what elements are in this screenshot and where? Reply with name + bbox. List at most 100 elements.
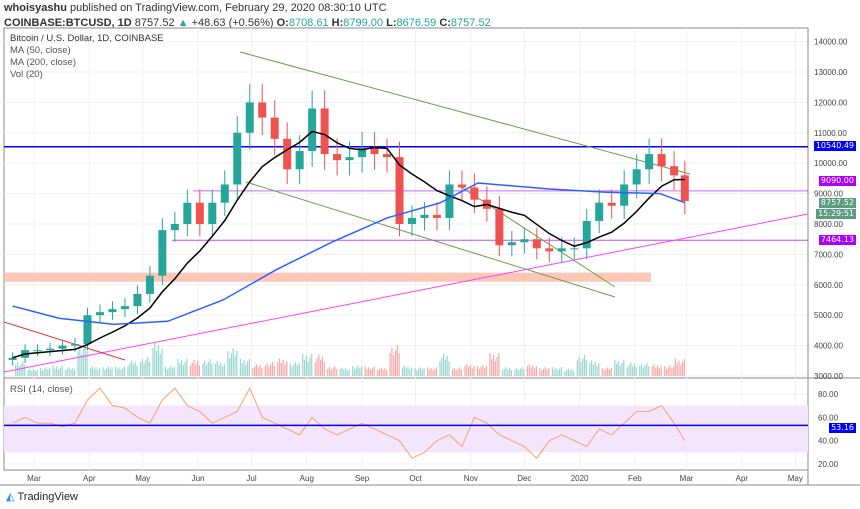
volume-bar [271, 361, 274, 376]
candle-body [71, 344, 80, 346]
legend-ma50[interactable]: MA (50, close) [10, 45, 71, 56]
candle-body [258, 102, 267, 118]
candle-body [680, 175, 689, 201]
volume-bar [182, 364, 184, 376]
volume-bar [430, 368, 432, 376]
volume-bar [309, 357, 311, 376]
volume-bar [632, 366, 634, 376]
rsi-tick-label: 80.00 [818, 390, 839, 399]
volume-bar [503, 368, 505, 376]
volume-bar [81, 354, 83, 376]
brand-name: TradingView [17, 490, 79, 503]
candle-body [83, 315, 92, 345]
volume-bar [221, 366, 224, 376]
volume-bar [660, 366, 662, 376]
lower-trendline [245, 181, 616, 298]
candle-body [557, 248, 566, 252]
volume-bar [573, 371, 575, 376]
volume-bar [314, 362, 316, 376]
volume-bar [480, 366, 482, 376]
low-label: L: [386, 17, 397, 29]
candle-body [295, 151, 304, 170]
rsi-tick-label: 20.00 [818, 460, 839, 469]
volume-bar [491, 359, 493, 376]
candle-body [320, 108, 329, 155]
high: 8799.00 [343, 17, 384, 29]
volume-bar [193, 359, 195, 376]
volume-bar [676, 363, 678, 376]
volume-bar [343, 369, 345, 376]
volume-bar [211, 363, 213, 376]
volume-bar [585, 360, 587, 376]
volume-bar [409, 369, 411, 376]
volume-bar [435, 367, 438, 376]
legend-rsi[interactable]: RSI (14, close) [10, 384, 73, 395]
volume-bar [47, 369, 49, 376]
volume-bar [667, 367, 669, 376]
rsi-line [12, 387, 686, 459]
volume-bar [419, 367, 422, 376]
volume-bar [534, 368, 536, 376]
volume-bar [143, 363, 145, 376]
volume-bar [444, 359, 447, 376]
volume-bar [170, 365, 172, 376]
volume-bar [628, 365, 630, 376]
volume-bar [336, 368, 338, 376]
volume-bar [368, 367, 370, 376]
volume-bar [157, 345, 159, 376]
volume-bar [114, 366, 117, 376]
candle-body [8, 357, 17, 360]
y-tick-label: 7000.00 [814, 250, 843, 259]
volume-bar [671, 368, 673, 376]
candle-body [208, 202, 217, 224]
volume-bar [218, 364, 220, 376]
volume-bar [148, 361, 151, 376]
volume-bar [334, 366, 336, 376]
y-tick-label: 9000.00 [814, 190, 843, 199]
volume-bar [603, 370, 605, 376]
volume-bar [434, 368, 436, 376]
volume-bar [614, 359, 616, 376]
volume-bar [366, 369, 368, 376]
volume-bar [321, 356, 324, 376]
volume-bar [291, 366, 293, 376]
candle-body [632, 169, 641, 185]
volume-bar [155, 351, 158, 376]
legend-vol[interactable]: Vol (20) [10, 69, 43, 80]
volume-bar [355, 367, 357, 376]
volume-bar [669, 365, 671, 376]
candle-body [507, 242, 516, 246]
volume-bar [544, 367, 546, 376]
volume-bar [180, 360, 183, 376]
tradingview-logo[interactable]: ◭ TradingView [6, 490, 79, 504]
volume-bar [644, 365, 646, 376]
volume-bar [252, 368, 254, 376]
volume-bar [97, 369, 99, 376]
volume-bar [448, 361, 450, 376]
candle-body [582, 220, 591, 249]
volume-bar [107, 366, 110, 376]
volume-bar [311, 353, 313, 376]
volume-bar [43, 368, 45, 376]
close-label: C: [439, 17, 451, 29]
close: 8757.52 [450, 17, 491, 29]
volume-bar [496, 357, 498, 376]
volume-bar [576, 360, 578, 376]
volume-bar [205, 364, 208, 376]
volume-bar [535, 366, 538, 376]
legend-ma200[interactable]: MA (200, close) [10, 57, 76, 68]
volume-bar [216, 361, 218, 376]
volume-bar [15, 364, 17, 376]
volume-bar [24, 364, 26, 376]
volume-bar [32, 369, 35, 376]
author[interactable]: whoisyashu [4, 2, 67, 14]
y-tick-label: 14000.00 [814, 38, 848, 47]
volume-bar [220, 362, 222, 376]
volume-bar [132, 364, 135, 376]
volume-bar [391, 347, 393, 376]
volume-bar [453, 368, 455, 376]
volume-bar [471, 368, 473, 376]
volume-bar [426, 367, 429, 376]
volume-bar [79, 345, 81, 376]
